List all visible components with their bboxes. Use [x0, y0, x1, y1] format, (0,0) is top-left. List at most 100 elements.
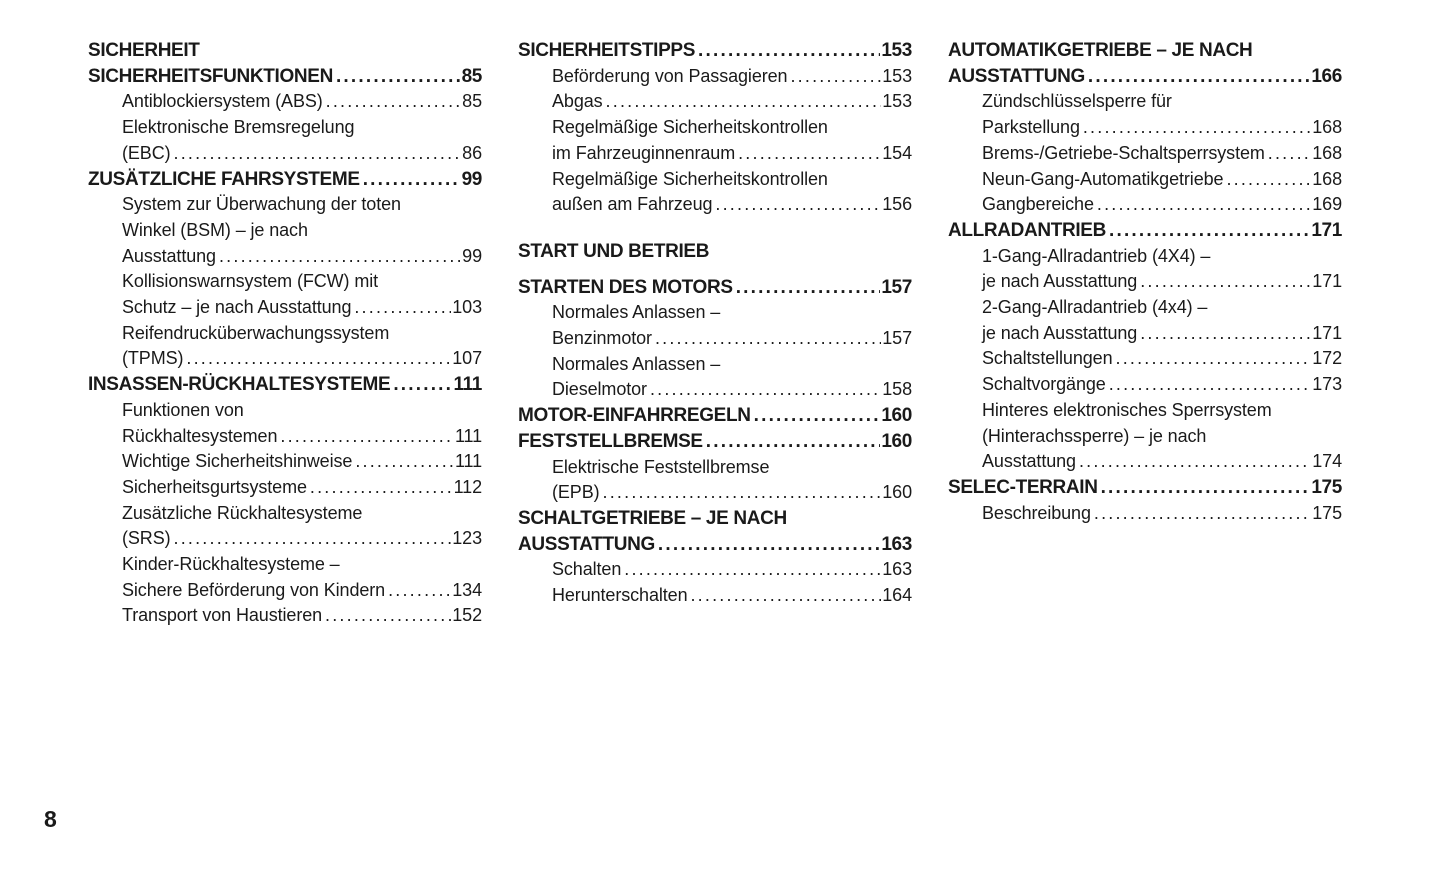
toc-entry-text: Zündschlüsselsperre für — [982, 91, 1172, 112]
toc-entry-text: Benzinmotor — [552, 328, 652, 349]
toc-entry: Regelmäßige Sicherheitskontrollen außen a… — [518, 167, 912, 218]
toc-entry-text: Transport von Haustieren — [122, 605, 323, 626]
page-number: 160 — [881, 405, 912, 427]
page-number: 173 — [1312, 374, 1342, 395]
page-number: 99 — [461, 168, 483, 190]
toc-line: Hinteres elektronisches Sperrsystem — [948, 398, 1342, 424]
toc-line: Normales Anlassen – — [518, 352, 912, 378]
toc-entry: Normales Anlassen – Benzinmotor 157 — [518, 300, 912, 351]
dot-leader — [606, 89, 882, 115]
toc-entry-text: Brems-/Getriebe-Schaltsperrsystem — [982, 142, 1265, 163]
toc-entry: ALLRADANTRIEB 171 — [948, 218, 1342, 244]
dot-leader — [388, 578, 451, 604]
dot-leader — [624, 557, 881, 583]
dot-leader — [698, 38, 880, 64]
toc-entry-text: Rückhaltesystemen — [122, 425, 278, 446]
page-number: 158 — [882, 379, 912, 400]
toc-entry: Zusätzliche Rückhaltesysteme (SRS) 123 — [88, 501, 482, 552]
toc-entry: Funktionen von Rückhaltesystemen 111 — [88, 398, 482, 449]
page-number: 85 — [461, 65, 483, 87]
toc-line: Elektronische Bremsregelung — [88, 115, 482, 141]
toc-entry-text: 2-Gang-Allradantrieb (4x4) – — [982, 297, 1208, 318]
toc-entry: Herunterschalten 164 — [518, 583, 912, 609]
dot-leader — [174, 526, 452, 552]
toc-line: Rückhaltesystemen 111 — [88, 424, 482, 450]
toc-entry-text: Reifendrucküberwachungssystem — [122, 322, 390, 343]
toc-entry: Schalten 163 — [518, 557, 912, 583]
page-number: 111 — [454, 425, 482, 446]
toc-line: (EBC) 86 — [88, 141, 482, 167]
toc-entry-text: SELEC-TERRAIN — [948, 476, 1098, 498]
toc-line: AUSSTATTUNG 166 — [948, 64, 1342, 90]
toc-line: Wichtige Sicherheitshinweise 111 — [88, 449, 482, 475]
toc-line: Beschreibung 175 — [948, 501, 1342, 527]
toc-entry: Brems-/Getriebe-Schaltsperrsystem 168 — [948, 141, 1342, 167]
page-number: 134 — [452, 579, 482, 600]
toc-entry: INSASSEN-RÜCKHALTESYSTEME 111 — [88, 372, 482, 398]
toc-line: 1-Gang-Allradantrieb (4X4) – — [948, 244, 1342, 270]
dot-leader — [1116, 346, 1312, 372]
toc-entry: Beschreibung 175 — [948, 501, 1342, 527]
toc-entry-text: Sichere Beförderung von Kindern — [122, 579, 386, 600]
toc-line: Funktionen von — [88, 398, 482, 424]
toc-entry-text: Winkel (BSM) – je nach — [122, 219, 308, 240]
toc-line: (TPMS) 107 — [88, 346, 482, 372]
toc-line: Normales Anlassen – — [518, 300, 912, 326]
page-number: 175 — [1312, 502, 1342, 523]
dot-leader — [655, 326, 881, 352]
toc-entry-text: Beschreibung — [982, 502, 1091, 523]
dot-leader — [1083, 115, 1311, 141]
page-number: 164 — [882, 585, 912, 606]
dot-leader — [650, 377, 881, 403]
toc-entry: Elektronische Bremsregelung (EBC) 86 — [88, 115, 482, 166]
toc-entry-text: Neun-Gang-Automatikgetriebe — [982, 168, 1224, 189]
page-number: 123 — [452, 528, 482, 549]
toc-entry-text: ZUSÄTZLICHE FAHRSYSTEME — [88, 168, 360, 190]
page-number: 157 — [881, 276, 912, 298]
toc-line: System zur Überwachung der toten — [88, 192, 482, 218]
page-number: 86 — [462, 142, 482, 163]
toc-entry-text: Schaltstellungen — [982, 348, 1113, 369]
toc-entry-text: Schalten — [552, 559, 622, 580]
dot-leader — [738, 141, 881, 167]
toc-line: Schutz – je nach Ausstattung 103 — [88, 295, 482, 321]
dot-leader — [355, 449, 454, 475]
dot-leader — [1226, 167, 1311, 193]
toc-entry-text: MOTOR-EINFAHRREGELN — [518, 405, 751, 427]
toc-line: SCHALTGETRIEBE – JE NACH — [518, 506, 912, 532]
toc-entry-text: START UND BETRIEB — [518, 240, 710, 262]
toc-line: außen am Fahrzeug 156 — [518, 192, 912, 218]
toc-entry-text: außen am Fahrzeug — [552, 194, 713, 215]
toc-entry: Neun-Gang-Automatikgetriebe 168 — [948, 167, 1342, 193]
dot-leader — [310, 475, 453, 501]
page-number: 154 — [882, 142, 912, 163]
toc-entry: SCHALTGETRIEBE – JE NACH AUSSTATTUNG 163 — [518, 506, 912, 557]
toc-column: SICHERHEITSTIPPS153Beförderung von Passa… — [518, 38, 912, 609]
toc-line: ALLRADANTRIEB 171 — [948, 218, 1342, 244]
toc-line: Transport von Haustieren 152 — [88, 603, 482, 629]
dot-leader — [706, 429, 881, 455]
toc-entry: STARTEN DES MOTORS 157 — [518, 275, 912, 301]
toc-entry-text: je nach Ausstattung — [982, 271, 1138, 292]
toc-line: Schaltvorgänge 173 — [948, 372, 1342, 398]
toc-line: Zündschlüsselsperre für — [948, 89, 1342, 115]
toc-entry: SICHERHEITSTIPPS 153 — [518, 38, 912, 64]
toc-entry-text: Elektronische Bremsregelung — [122, 117, 355, 138]
toc-line: Regelmäßige Sicherheitskontrollen — [518, 115, 912, 141]
page-number: 103 — [452, 297, 482, 318]
toc-column: AUTOMATIKGETRIEBE – JE NACH AUSSTATTUNG 16… — [948, 38, 1342, 526]
toc-entry: Sicherheitsgurtsysteme 112 — [88, 475, 482, 501]
page-number: 157 — [882, 328, 912, 349]
toc-entry: Antiblockiersystem (ABS) 85 — [88, 89, 482, 115]
toc-entry: System zur Überwachung der toten Winkel (… — [88, 192, 482, 269]
toc-entry: AUTOMATIKGETRIEBE – JE NACH AUSSTATTUNG 16… — [948, 38, 1342, 89]
toc-entry-text: Normales Anlassen – — [552, 353, 721, 374]
toc-line: Herunterschalten 164 — [518, 583, 912, 609]
toc-entry-text: Elektrische Feststellbremse — [552, 456, 770, 477]
dot-leader — [354, 295, 451, 321]
toc-line: FESTSTELLBREMSE 160 — [518, 429, 912, 455]
toc-line: Schalten 163 — [518, 557, 912, 583]
toc-line: (SRS) 123 — [88, 526, 482, 552]
dot-leader — [736, 275, 881, 301]
toc-line: Sicherheitsgurtsysteme 112 — [88, 475, 482, 501]
